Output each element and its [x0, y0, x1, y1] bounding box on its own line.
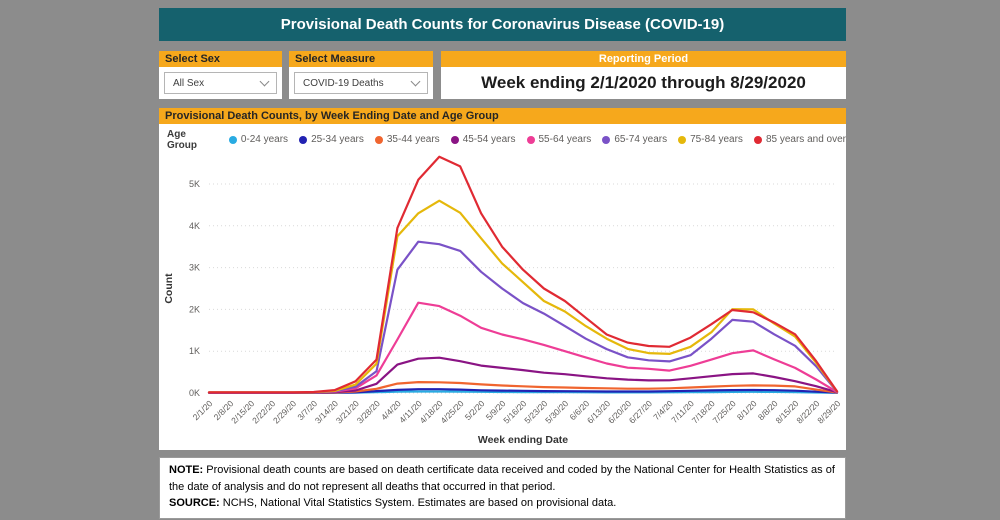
x-axis-title: Week ending Date — [478, 434, 568, 446]
legend-item-label: 45-54 years — [462, 134, 516, 145]
y-tick-label: 1K — [189, 346, 200, 356]
reporting-period-value: Week ending 2/1/2020 through 8/29/2020 — [481, 73, 806, 92]
y-tick-label: 4K — [189, 221, 200, 231]
select-sex-label: Select Sex — [159, 51, 282, 67]
chart-legend: Age Group 0-24 years 25-34 years 35-44 yea… — [159, 124, 846, 151]
source-text: NCHS, National Vital Statistics System. … — [219, 497, 617, 509]
select-sex-panel: Select Sex All Sex — [159, 51, 282, 99]
dashboard: Provisional Death Counts for Coronavirus… — [159, 8, 846, 519]
y-tick-label: 0K — [189, 388, 200, 398]
legend-dot-icon — [228, 135, 237, 144]
y-tick-label: 5K — [189, 179, 200, 189]
legend-dot-icon — [526, 135, 535, 144]
legend-item-label: 85 years and over — [765, 134, 846, 145]
series-line-85-years-and-over — [207, 155, 839, 394]
sex-dropdown[interactable]: All Sex — [164, 72, 277, 94]
legend-dot-icon — [678, 135, 687, 144]
legend-item-label: 35-44 years — [386, 134, 440, 145]
legend-item-label: 65-74 years — [614, 134, 668, 145]
x-tick-label: 3/28/20 — [355, 398, 382, 425]
x-tick-label: 2/29/20 — [271, 398, 298, 425]
y-tick-label: 3K — [189, 263, 200, 273]
source-label: SOURCE: — [169, 497, 220, 509]
sex-dropdown-value: All Sex — [173, 77, 205, 89]
select-measure-label: Select Measure — [289, 51, 433, 67]
legend-item-65-74-years[interactable]: 65-74 years — [602, 134, 667, 145]
legend-dot-icon — [602, 135, 611, 144]
series-line-55-64-years — [207, 301, 839, 394]
y-tick-label: 2K — [189, 304, 200, 314]
x-tick-label: 5/2/20 — [463, 398, 487, 422]
legend-item-55-64-years[interactable]: 55-64 years — [526, 134, 592, 145]
x-tick-label: 8/1/20 — [735, 398, 759, 422]
series-line-75-84-years — [207, 199, 839, 394]
select-measure-panel: Select Measure COVID-19 Deaths — [289, 51, 433, 99]
x-tick-label: 4/25/20 — [438, 398, 465, 425]
x-tick-label: 2/1/20 — [191, 398, 215, 422]
x-tick-label: 5/30/20 — [543, 398, 570, 425]
chevron-down-icon — [410, 76, 421, 87]
x-tick-label: 8/29/20 — [815, 398, 842, 425]
footnote-panel: NOTE: Provisional death counts are based… — [159, 457, 846, 519]
x-tick-label: 7/25/20 — [711, 398, 738, 425]
legend-item-label: 55-64 years — [538, 134, 592, 145]
legend-item-85-years-and-over[interactable]: 85 years and over — [753, 134, 846, 145]
note-text: Provisional death counts are based on de… — [169, 464, 835, 493]
source-line: SOURCE: NCHS, National Vital Statistics … — [169, 495, 836, 512]
legend-title: Age Group — [167, 128, 197, 151]
legend-dot-icon — [299, 135, 308, 144]
legend-item-45-54-years[interactable]: 45-54 years — [450, 134, 516, 145]
legend-items: 0-24 years 25-34 years 35-44 years 45-54 ye… — [228, 134, 846, 145]
line-chart: 0K1K2K3K4K5K2/1/202/8/202/15/202/22/202/… — [163, 155, 843, 446]
legend-item-0-24-years[interactable]: 0-24 years — [228, 134, 289, 145]
chart-title: Provisional Death Counts, by Week Ending… — [159, 108, 846, 124]
y-axis-title: Count — [163, 273, 175, 304]
measure-dropdown[interactable]: COVID-19 Deaths — [294, 72, 428, 94]
legend-item-label: 0-24 years — [240, 134, 289, 145]
page-title: Provisional Death Counts for Coronavirus… — [159, 8, 846, 41]
reporting-period-panel: Reporting Period Week ending 2/1/2020 th… — [441, 51, 846, 99]
chevron-down-icon — [259, 76, 270, 87]
x-tick-label: 6/27/20 — [627, 398, 654, 425]
legend-item-label: 25-34 years — [311, 134, 364, 145]
legend-dot-icon — [450, 135, 459, 144]
filter-row: Select Sex All Sex Select Measure COVID-… — [159, 51, 846, 99]
note-label: NOTE: — [169, 464, 204, 476]
legend-item-25-34-years[interactable]: 25-34 years — [299, 134, 364, 145]
legend-item-35-44-years[interactable]: 35-44 years — [374, 134, 440, 145]
measure-dropdown-value: COVID-19 Deaths — [303, 77, 384, 89]
note-line: NOTE: Provisional death counts are based… — [169, 462, 836, 495]
chart-body: Age Group 0-24 years 25-34 years 35-44 yea… — [159, 124, 846, 450]
legend-dot-icon — [374, 135, 383, 144]
reporting-period-label: Reporting Period — [441, 51, 846, 67]
legend-item-75-84-years[interactable]: 75-84 years — [678, 134, 743, 145]
legend-dot-icon — [753, 135, 762, 144]
chart-panel: Provisional Death Counts, by Week Ending… — [159, 108, 846, 450]
legend-item-label: 75-84 years — [690, 134, 743, 145]
